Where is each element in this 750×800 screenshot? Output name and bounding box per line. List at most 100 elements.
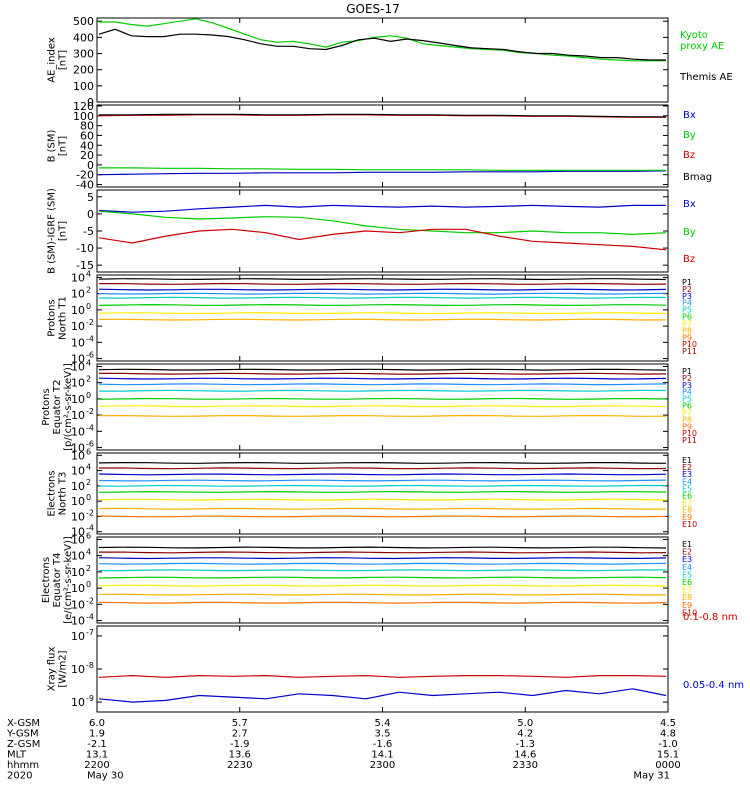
legend-entry: E5 — [682, 570, 692, 579]
y-tick-label: 10 — [71, 526, 85, 539]
y-tick-exponent: -4 — [86, 334, 94, 343]
legend-entry: E1 — [682, 456, 692, 465]
legend-entry: E6 — [682, 578, 692, 587]
legend-entry: P5 — [682, 395, 692, 404]
footer-value: 2300 — [370, 760, 395, 771]
footer-value: -1.0 — [658, 739, 678, 750]
y-tick-exponent: 4 — [86, 463, 91, 472]
footer-row-label: Y-GSM — [6, 729, 39, 740]
series-by — [99, 167, 666, 171]
footer-value: 13.6 — [229, 750, 251, 761]
footer-value: 13.1 — [86, 750, 108, 761]
y-tick-exponent: 0 — [86, 493, 91, 502]
channel-series-1 — [98, 461, 667, 464]
footer-row-label: hhmm — [7, 760, 39, 771]
panel-bigrf: B (SM)-IGRF (SM) [nT] -15 -10 -5 0 5 Bx By Bz — [47, 188, 696, 274]
legend-entry: P5 — [682, 306, 692, 315]
footer-row-label: Z-GSM — [7, 739, 40, 750]
legend-entry: Bmag — [683, 172, 712, 183]
y-axis-label: [W/m2] — [58, 650, 69, 687]
legend-entry: P7 — [682, 408, 692, 417]
channel-series-8 — [98, 318, 667, 321]
y-tick-exponent: 0 — [86, 302, 91, 311]
legend-entry: Bz — [683, 254, 695, 265]
y-tick-label: 400 — [73, 31, 94, 44]
y-axis-label: Protons — [47, 299, 58, 336]
y-tick-exponent: -2 — [86, 407, 94, 416]
channel-series-7 — [98, 498, 667, 501]
footer-value: May 30 — [87, 771, 124, 782]
legend-entry: E9 — [682, 601, 692, 610]
y-tick-exponent: 0 — [86, 580, 91, 589]
channel-series-7 — [98, 405, 667, 408]
y-axis-label: Protons — [41, 388, 52, 425]
channel-series-8 — [98, 507, 666, 510]
legend-entry: P4 — [682, 388, 692, 397]
footer-value: -1.6 — [373, 739, 393, 750]
legend-entry: P8 — [682, 326, 692, 335]
footer-value: 0000 — [655, 760, 680, 771]
y-tick-exponent: -4 — [86, 423, 94, 432]
legend-entry: E2 — [682, 463, 692, 472]
y-tick-label: 10 — [71, 663, 85, 676]
legend-entry: P10 — [682, 429, 697, 438]
footer-value: 5.4 — [375, 718, 391, 729]
footer-value: 4.2 — [517, 729, 533, 740]
channel-series-3 — [98, 473, 667, 476]
y-tick-label: 10 — [71, 465, 85, 478]
y-tick-label: 100 — [73, 110, 94, 123]
legend-entry: proxy AE — [680, 41, 724, 52]
legend-entry: E8 — [682, 506, 692, 515]
footer-value: 4.5 — [660, 718, 676, 729]
y-tick-label: 100 — [73, 80, 94, 93]
footer-row-label: 2020 — [7, 771, 32, 782]
channel-series-6 — [98, 576, 667, 579]
legend-entry: E1 — [682, 540, 692, 549]
y-tick-label: 300 — [73, 48, 94, 61]
series-bmag — [99, 113, 666, 118]
channel-series-2 — [99, 372, 667, 375]
legend-entry: P10 — [682, 340, 697, 349]
channel-series-5 — [98, 296, 667, 299]
footer-value: -1.3 — [515, 739, 535, 750]
panel-frame — [96, 274, 669, 362]
y-tick-label: 10 — [71, 550, 85, 563]
legend-entry: P1 — [682, 367, 692, 376]
series-bx — [98, 204, 666, 213]
legend-entry: P9 — [682, 422, 692, 431]
legend-entry: E3 — [682, 470, 692, 479]
y-tick-exponent: -4 — [86, 613, 94, 622]
plot-title: GOES-17 — [346, 2, 400, 16]
y-axis-label: AE_index — [47, 37, 58, 83]
y-axis-label: North T3 — [58, 472, 69, 516]
y-tick-exponent: 6 — [86, 447, 91, 456]
footer-value: 1.9 — [89, 729, 105, 740]
y-tick-exponent: 2 — [86, 286, 91, 295]
footer-value: 14.1 — [371, 750, 393, 761]
panel-frame — [96, 104, 669, 188]
footer-value: -2.1 — [87, 739, 107, 750]
y-axis-label: Xray flux — [47, 647, 58, 692]
panel-frame — [96, 452, 669, 535]
panel-pt2: Protons Equator T2 [p/(cm²-s-sr-keV)]10 -61… — [41, 358, 697, 454]
y-tick-label: 10 — [71, 320, 85, 333]
channel-series-4 — [98, 292, 667, 295]
channel-series-2 — [99, 551, 667, 554]
legend-entry: P6 — [682, 402, 692, 411]
y-tick-label: 0 — [87, 159, 94, 172]
legend-entry: P9 — [682, 333, 692, 342]
footer-value: May 31 — [633, 771, 670, 782]
y-tick-exponent: -4 — [86, 524, 94, 533]
legend-entry: Themis AE — [679, 72, 733, 83]
legend-entry: E7 — [682, 499, 692, 508]
y-tick-exponent: -9 — [86, 694, 94, 703]
y-tick-label: 10 — [71, 377, 85, 390]
y-axis-label: [e/(cm²-s-sr-keV)] — [63, 536, 74, 624]
y-tick-exponent: -2 — [86, 318, 94, 327]
y-tick-label: 10 — [71, 393, 85, 406]
footer-value: 3.5 — [375, 729, 391, 740]
